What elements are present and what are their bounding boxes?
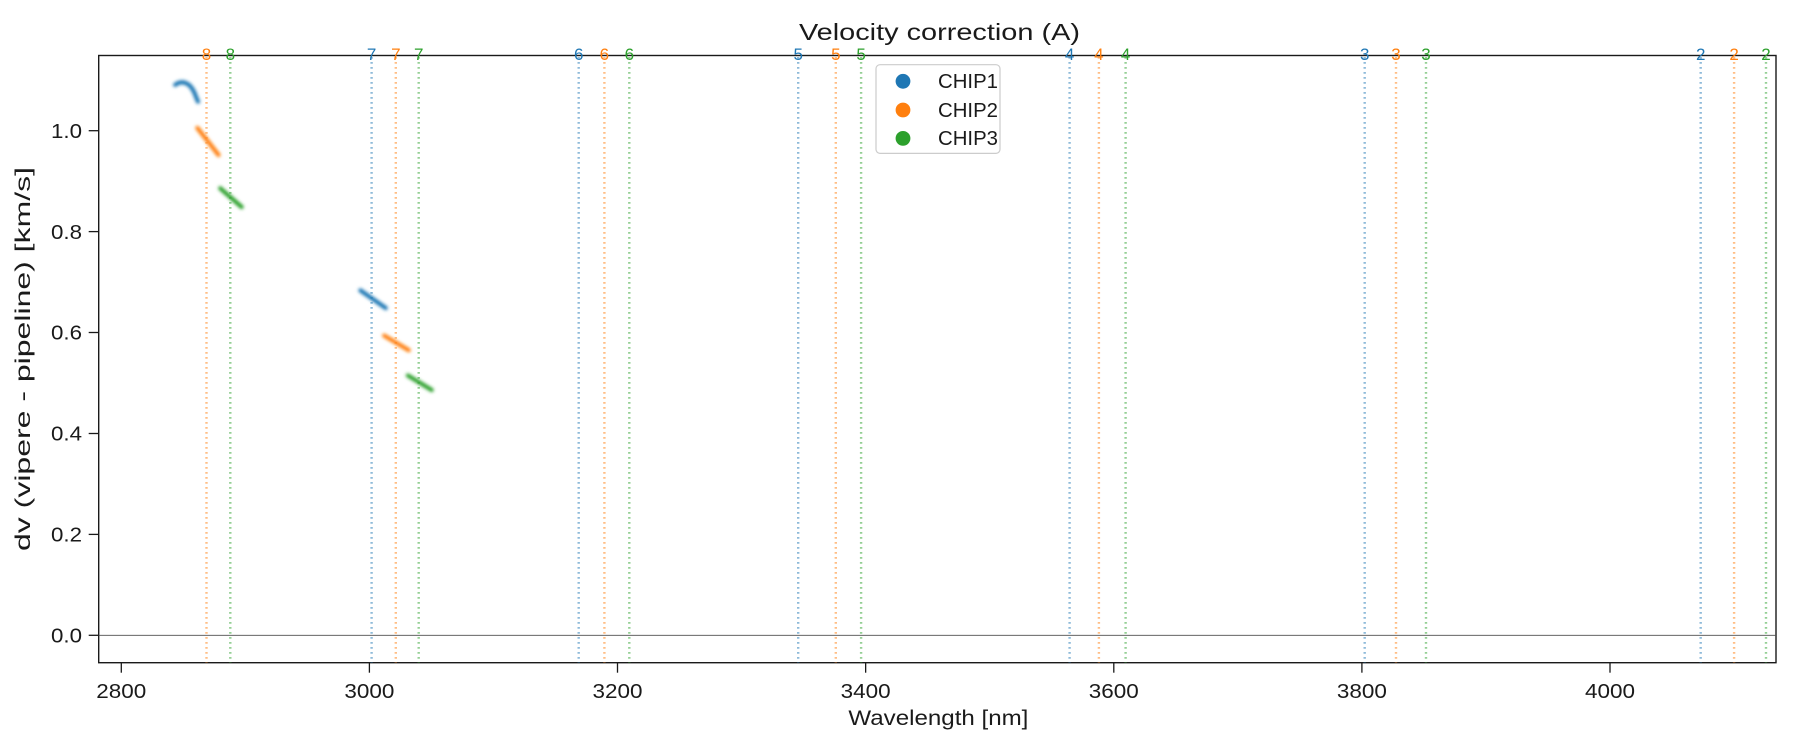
svg-text:3600: 3600 [1089,681,1139,703]
svg-text:0.2: 0.2 [51,525,82,547]
svg-text:7: 7 [367,45,376,64]
svg-text:0.4: 0.4 [51,424,82,446]
svg-text:2800: 2800 [96,681,146,703]
svg-text:8: 8 [202,45,211,64]
svg-text:5: 5 [793,45,802,64]
svg-text:6: 6 [574,45,583,64]
svg-text:3000: 3000 [344,681,394,703]
svg-text:CHIP3: CHIP3 [938,127,998,150]
svg-text:4: 4 [1121,45,1130,64]
svg-text:5: 5 [831,45,840,64]
svg-text:3: 3 [1421,45,1430,64]
svg-text:6: 6 [600,45,609,64]
svg-text:2: 2 [1696,45,1705,64]
svg-text:8: 8 [226,45,235,64]
svg-text:CHIP2: CHIP2 [938,99,998,122]
svg-text:3: 3 [1360,45,1369,64]
svg-text:Wavelength [nm]: Wavelength [nm] [848,707,1028,730]
svg-text:3400: 3400 [841,681,891,703]
svg-text:5: 5 [856,45,865,64]
svg-text:2: 2 [1729,45,1738,64]
svg-text:0.6: 0.6 [51,323,82,345]
svg-text:3200: 3200 [593,681,643,703]
svg-text:2: 2 [1761,45,1770,64]
svg-text:6: 6 [625,45,634,64]
svg-text:0.0: 0.0 [51,626,82,648]
svg-text:1.0: 1.0 [51,121,82,143]
svg-text:0.8: 0.8 [51,222,82,244]
svg-text:7: 7 [414,45,423,64]
svg-text:CHIP1: CHIP1 [938,70,998,93]
svg-text:4: 4 [1065,45,1074,64]
svg-text:3800: 3800 [1337,681,1387,703]
svg-text:Velocity correction (A): Velocity correction (A) [799,19,1080,45]
svg-text:dv (vipere - pipeline) [km/s]: dv (vipere - pipeline) [km/s] [12,167,35,551]
svg-text:4000: 4000 [1585,681,1635,703]
svg-text:4: 4 [1094,45,1103,64]
svg-text:3: 3 [1391,45,1400,64]
svg-text:7: 7 [391,45,400,64]
